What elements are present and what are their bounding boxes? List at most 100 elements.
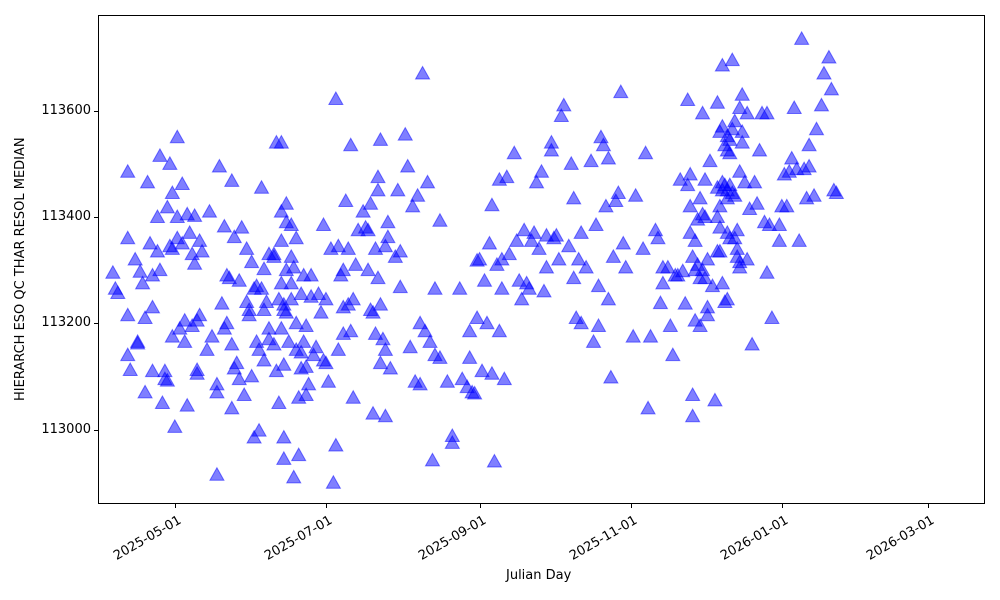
data-point-marker xyxy=(223,172,240,187)
data-point-marker xyxy=(318,291,334,306)
data-point-marker xyxy=(345,291,362,306)
data-point-marker xyxy=(298,317,314,332)
data-point-marker xyxy=(603,369,619,384)
x-tick-mark xyxy=(630,504,632,508)
data-point-marker xyxy=(650,230,666,245)
data-point-marker xyxy=(783,150,800,165)
data-point-marker xyxy=(697,208,713,223)
data-point-marker xyxy=(174,235,191,250)
data-point-marker xyxy=(248,333,265,348)
data-point-marker xyxy=(486,453,503,468)
data-point-marker xyxy=(721,131,738,146)
data-point-marker xyxy=(550,251,567,266)
data-point-marker xyxy=(243,254,260,269)
data-point-marker xyxy=(179,397,196,412)
y-tick-mark xyxy=(94,429,98,431)
data-point-marker xyxy=(600,150,617,165)
data-point-marker xyxy=(367,325,384,340)
data-point-marker xyxy=(412,315,428,330)
data-point-marker xyxy=(726,230,743,245)
data-point-marker xyxy=(731,163,748,178)
data-point-marker xyxy=(399,158,416,173)
data-point-marker xyxy=(377,408,394,423)
data-point-marker xyxy=(119,347,136,362)
y-tick-label: 113600 xyxy=(41,102,91,118)
data-point-marker xyxy=(288,230,305,245)
data-point-marker xyxy=(275,429,292,444)
data-point-marker xyxy=(362,195,379,210)
data-point-marker xyxy=(640,400,656,415)
data-point-marker xyxy=(734,86,751,101)
data-point-marker xyxy=(570,251,587,266)
data-point-marker xyxy=(655,275,671,290)
data-point-marker xyxy=(119,230,136,245)
data-point-marker xyxy=(461,323,478,338)
data-point-marker xyxy=(444,427,461,442)
data-point-marker xyxy=(590,317,607,332)
data-point-marker xyxy=(479,315,495,330)
data-point-marker xyxy=(328,90,344,105)
y-tick-label: 113000 xyxy=(41,421,91,437)
y-tick-mark xyxy=(94,216,98,218)
data-point-marker xyxy=(607,193,624,208)
data-point-marker xyxy=(186,255,203,270)
data-point-marker xyxy=(786,99,803,115)
data-point-marker xyxy=(605,248,622,263)
data-point-marker xyxy=(320,373,337,388)
data-point-marker xyxy=(347,256,364,271)
data-point-marker xyxy=(293,286,310,301)
data-point-marker xyxy=(305,347,322,362)
data-point-marker xyxy=(236,387,253,402)
data-point-marker xyxy=(176,333,193,348)
data-point-marker xyxy=(404,198,421,213)
data-point-marker xyxy=(531,240,547,255)
data-point-marker xyxy=(409,187,426,202)
data-point-marker xyxy=(652,295,669,310)
data-point-marker xyxy=(181,224,198,239)
data-point-marker xyxy=(340,240,357,255)
data-point-marker xyxy=(682,198,699,213)
data-point-marker xyxy=(241,301,257,316)
data-point-marker xyxy=(707,392,723,407)
x-tick-mark xyxy=(781,504,783,508)
data-point-marker xyxy=(816,65,832,80)
data-point-marker xyxy=(432,349,448,364)
data-point-marker xyxy=(273,203,290,218)
data-point-marker xyxy=(280,333,297,348)
data-point-marker xyxy=(731,259,748,274)
data-point-marker xyxy=(466,385,483,400)
data-point-marker xyxy=(283,216,300,231)
data-point-marker xyxy=(258,293,275,309)
data-point-marker xyxy=(298,358,314,373)
data-point-marker xyxy=(697,270,713,285)
data-point-marker xyxy=(214,295,230,310)
data-point-marker xyxy=(801,158,817,173)
data-point-marker xyxy=(533,163,550,178)
plot-area xyxy=(98,15,985,504)
data-point-marker xyxy=(370,169,386,184)
data-point-marker xyxy=(494,280,510,295)
data-point-marker xyxy=(699,307,716,322)
data-point-marker xyxy=(679,177,696,192)
data-point-marker xyxy=(152,147,168,162)
data-point-marker xyxy=(129,335,146,350)
data-point-marker xyxy=(600,291,617,306)
data-point-marker xyxy=(764,309,780,324)
x-tick-mark xyxy=(928,504,929,508)
data-point-marker xyxy=(526,224,542,239)
data-point-marker xyxy=(273,275,290,290)
data-point-marker xyxy=(739,251,755,266)
data-point-marker xyxy=(303,267,319,282)
data-point-marker xyxy=(256,261,272,276)
data-point-marker xyxy=(149,243,166,258)
data-point-marker xyxy=(253,179,270,194)
data-point-marker xyxy=(588,216,604,231)
data-point-marker xyxy=(256,301,272,316)
data-point-marker xyxy=(342,137,359,152)
data-point-marker xyxy=(238,240,255,255)
data-point-marker xyxy=(491,323,508,338)
data-point-marker xyxy=(548,227,565,242)
data-point-marker xyxy=(337,193,354,208)
data-point-marker xyxy=(288,315,305,330)
data-point-marker xyxy=(144,363,161,378)
